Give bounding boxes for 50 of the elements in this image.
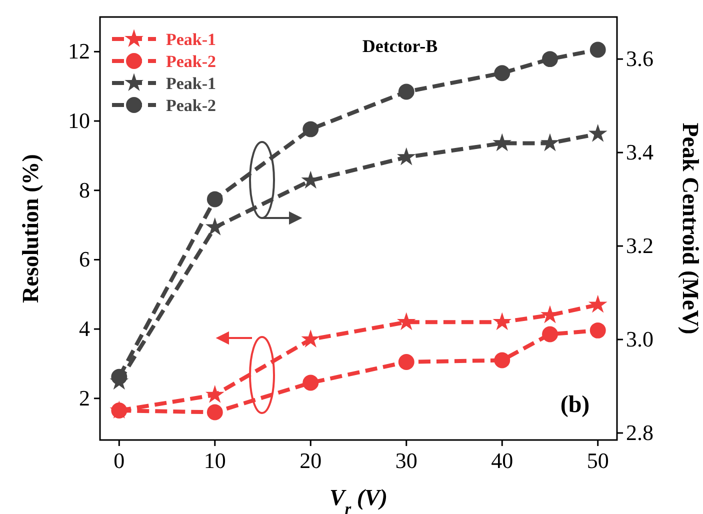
point <box>494 352 510 368</box>
point <box>540 133 560 152</box>
point <box>205 385 224 403</box>
x-tick-label: 30 <box>395 448 418 473</box>
point <box>492 133 512 152</box>
point <box>590 42 606 58</box>
y-tick-label: 10 <box>68 108 90 134</box>
annotation: Detctor-B <box>362 36 438 56</box>
y2-tick-label: 3.4 <box>626 140 654 165</box>
x-tick-label: 50 <box>586 448 609 473</box>
y-tick-label: 2 <box>79 385 90 410</box>
point <box>542 326 558 342</box>
y2-tick-label: 3.2 <box>626 233 654 258</box>
point <box>206 404 223 420</box>
y2-tick-label: 3.6 <box>626 46 654 72</box>
point <box>301 330 320 348</box>
annotation: (b) <box>560 392 590 418</box>
point <box>111 402 128 418</box>
y2-axis-title: Peak Centroid (MeV) <box>678 122 703 334</box>
y-tick-label: 8 <box>79 177 90 202</box>
y-tick-label: 6 <box>79 246 90 272</box>
y-tick-label: 4 <box>79 316 90 342</box>
point <box>111 368 128 385</box>
point <box>205 217 224 236</box>
legend-label: Peak-2 <box>166 96 216 115</box>
point <box>396 312 416 330</box>
point <box>396 147 416 166</box>
point <box>206 191 223 208</box>
y2-tick-label: 2.8 <box>626 420 654 445</box>
point <box>398 354 414 370</box>
point <box>302 121 319 138</box>
legend-label: Peak-2 <box>166 52 216 71</box>
y-axis-title: Resolution (%) <box>18 154 43 303</box>
point <box>398 84 414 100</box>
x-tick-label: 20 <box>300 448 322 473</box>
x-tick-label: 0 <box>114 448 125 473</box>
point <box>492 312 512 330</box>
x-axis-title: V$_{r}$ (V) <box>329 485 388 514</box>
legend-label: Peak-1 <box>166 30 216 49</box>
point <box>590 322 606 338</box>
point <box>542 51 558 68</box>
point <box>588 124 608 142</box>
point <box>302 374 319 391</box>
y-tick-label: 12 <box>68 38 90 64</box>
point <box>494 65 510 82</box>
legend-label: Peak-1 <box>166 74 216 93</box>
y2-tick-label: 3.0 <box>626 326 654 352</box>
x-tick-label: 40 <box>491 448 514 473</box>
x-tick-label: 10 <box>204 448 226 473</box>
point <box>588 294 608 313</box>
